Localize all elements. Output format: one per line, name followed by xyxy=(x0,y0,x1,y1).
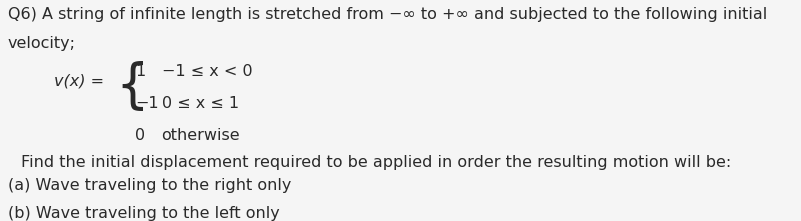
Text: 0 ≤ x ≤ 1: 0 ≤ x ≤ 1 xyxy=(162,96,239,111)
Text: {: { xyxy=(116,61,149,113)
Text: v(x) =: v(x) = xyxy=(54,73,103,88)
Text: −1: −1 xyxy=(135,96,159,111)
Text: 0: 0 xyxy=(135,128,146,143)
Text: Q6) A string of infinite length is stretched from −∞ to +∞ and subjected to the : Q6) A string of infinite length is stret… xyxy=(8,7,767,22)
Text: 1: 1 xyxy=(135,64,146,79)
Text: Find the initial displacement required to be applied in order the resulting moti: Find the initial displacement required t… xyxy=(21,155,731,170)
Text: (a) Wave traveling to the right only: (a) Wave traveling to the right only xyxy=(8,178,292,193)
Text: −1 ≤ x < 0: −1 ≤ x < 0 xyxy=(162,64,252,79)
Text: otherwise: otherwise xyxy=(162,128,240,143)
Text: velocity;: velocity; xyxy=(8,36,76,51)
Text: (b) Wave traveling to the left only: (b) Wave traveling to the left only xyxy=(8,206,280,221)
